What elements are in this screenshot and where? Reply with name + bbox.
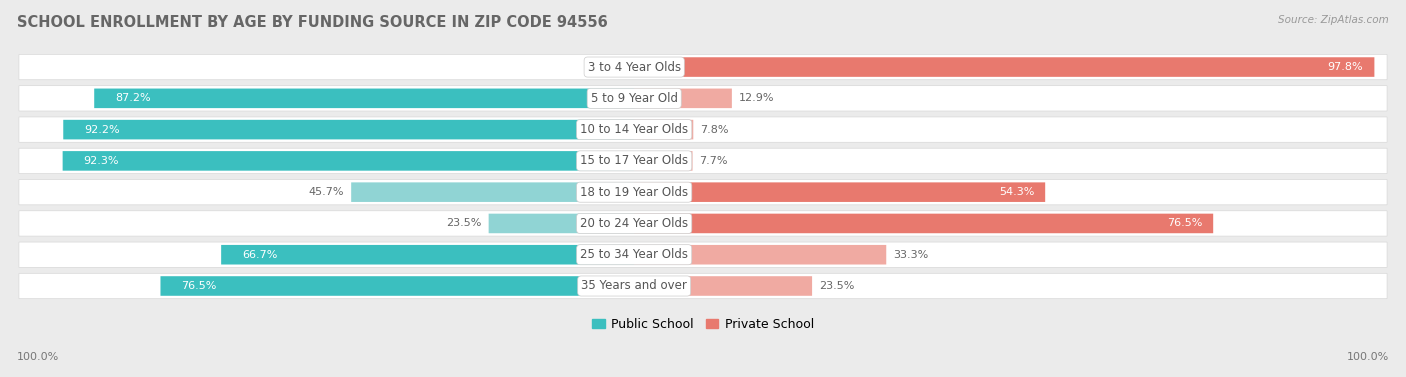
FancyBboxPatch shape: [94, 89, 634, 108]
FancyBboxPatch shape: [18, 54, 1388, 80]
Text: 23.5%: 23.5%: [818, 281, 855, 291]
FancyBboxPatch shape: [18, 242, 1388, 267]
Text: 12.9%: 12.9%: [738, 93, 775, 103]
FancyBboxPatch shape: [634, 245, 886, 265]
Text: 92.2%: 92.2%: [84, 125, 120, 135]
Text: 7.7%: 7.7%: [699, 156, 728, 166]
Text: 35 Years and over: 35 Years and over: [581, 279, 688, 293]
FancyBboxPatch shape: [18, 179, 1388, 205]
Text: 100.0%: 100.0%: [17, 352, 59, 362]
FancyBboxPatch shape: [634, 214, 1213, 233]
Text: 92.3%: 92.3%: [83, 156, 120, 166]
FancyBboxPatch shape: [18, 117, 1388, 142]
FancyBboxPatch shape: [634, 57, 1375, 77]
Text: 10 to 14 Year Olds: 10 to 14 Year Olds: [581, 123, 689, 136]
FancyBboxPatch shape: [634, 89, 733, 108]
FancyBboxPatch shape: [63, 151, 634, 171]
FancyBboxPatch shape: [634, 151, 693, 171]
Text: Source: ZipAtlas.com: Source: ZipAtlas.com: [1278, 15, 1389, 25]
FancyBboxPatch shape: [18, 148, 1388, 173]
Text: 7.8%: 7.8%: [700, 125, 728, 135]
Text: 97.8%: 97.8%: [1327, 62, 1364, 72]
Text: 15 to 17 Year Olds: 15 to 17 Year Olds: [581, 155, 689, 167]
FancyBboxPatch shape: [634, 276, 813, 296]
FancyBboxPatch shape: [489, 214, 634, 233]
FancyBboxPatch shape: [18, 86, 1388, 111]
Text: 18 to 19 Year Olds: 18 to 19 Year Olds: [581, 185, 689, 199]
FancyBboxPatch shape: [63, 120, 634, 139]
FancyBboxPatch shape: [18, 273, 1388, 299]
Text: 5 to 9 Year Old: 5 to 9 Year Old: [591, 92, 678, 105]
Text: SCHOOL ENROLLMENT BY AGE BY FUNDING SOURCE IN ZIP CODE 94556: SCHOOL ENROLLMENT BY AGE BY FUNDING SOUR…: [17, 15, 607, 30]
FancyBboxPatch shape: [352, 182, 634, 202]
Text: 76.5%: 76.5%: [181, 281, 217, 291]
FancyBboxPatch shape: [221, 245, 634, 265]
Text: 20 to 24 Year Olds: 20 to 24 Year Olds: [581, 217, 689, 230]
Text: 66.7%: 66.7%: [242, 250, 277, 260]
Text: 3 to 4 Year Olds: 3 to 4 Year Olds: [588, 61, 681, 74]
Text: 23.5%: 23.5%: [447, 218, 482, 228]
Text: 100.0%: 100.0%: [1347, 352, 1389, 362]
FancyBboxPatch shape: [634, 182, 1045, 202]
Text: 33.3%: 33.3%: [893, 250, 928, 260]
Text: 2.2%: 2.2%: [585, 62, 613, 72]
Text: 76.5%: 76.5%: [1167, 218, 1202, 228]
FancyBboxPatch shape: [160, 276, 634, 296]
Text: 54.3%: 54.3%: [998, 187, 1035, 197]
Text: 25 to 34 Year Olds: 25 to 34 Year Olds: [581, 248, 688, 261]
FancyBboxPatch shape: [18, 211, 1388, 236]
Text: 45.7%: 45.7%: [309, 187, 344, 197]
FancyBboxPatch shape: [620, 57, 634, 77]
FancyBboxPatch shape: [634, 120, 693, 139]
Text: 87.2%: 87.2%: [115, 93, 150, 103]
Legend: Public School, Private School: Public School, Private School: [588, 313, 818, 336]
